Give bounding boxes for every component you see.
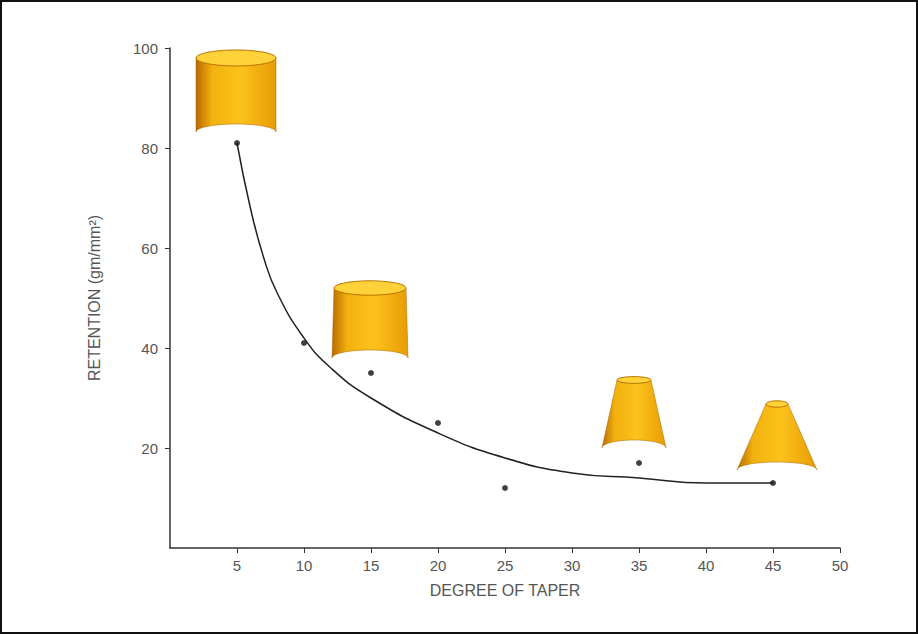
svg-text:RETENTION (gm/mm²): RETENTION (gm/mm²) <box>86 215 103 381</box>
svg-text:10: 10 <box>296 557 313 574</box>
svg-text:15: 15 <box>363 557 380 574</box>
svg-text:5: 5 <box>233 557 241 574</box>
svg-text:40: 40 <box>698 557 715 574</box>
svg-text:30: 30 <box>564 557 581 574</box>
svg-text:60: 60 <box>141 240 158 257</box>
svg-text:50: 50 <box>832 557 849 574</box>
svg-text:80: 80 <box>141 140 158 157</box>
svg-text:40: 40 <box>141 340 158 357</box>
svg-text:45: 45 <box>765 557 782 574</box>
svg-text:DEGREE OF TAPER: DEGREE OF TAPER <box>430 582 581 599</box>
svg-text:20: 20 <box>430 557 447 574</box>
svg-text:20: 20 <box>141 440 158 457</box>
svg-text:25: 25 <box>497 557 514 574</box>
svg-text:100: 100 <box>133 40 158 57</box>
svg-text:35: 35 <box>631 557 648 574</box>
